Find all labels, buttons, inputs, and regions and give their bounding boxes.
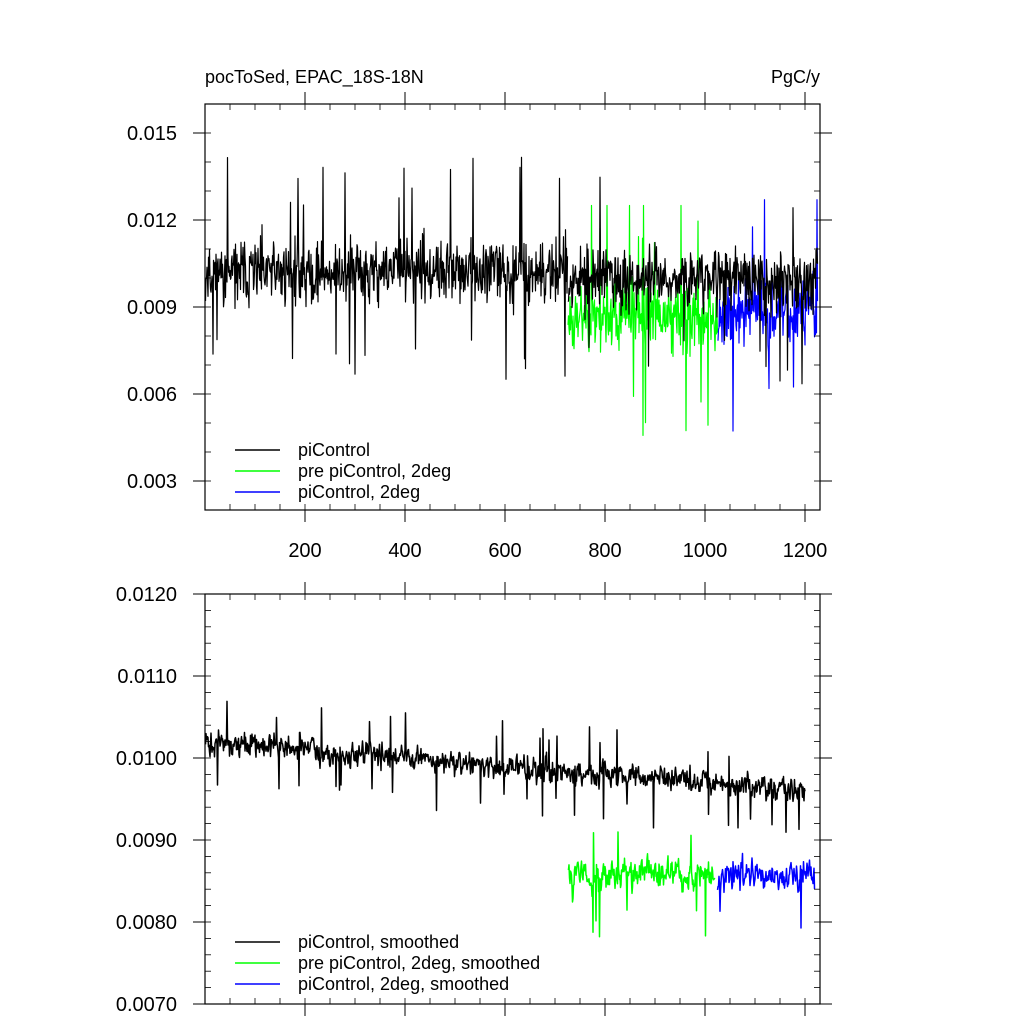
top-title-left: pocToSed, EPAC_18S-18N [205, 67, 424, 88]
bottom-series-line-3 [716, 852, 816, 929]
top-x-tick-label: 400 [388, 540, 421, 562]
top-series-line-4 [567, 176, 819, 385]
top-series-group [204, 156, 819, 436]
bottom-legend-label: pre piControl, 2deg, smoothed [298, 953, 540, 973]
bottom-y-tick-label: 0.0100 [116, 748, 177, 770]
bottom-y-tick-label: 0.0110 [117, 666, 177, 688]
bottom-plot-frame [204, 593, 821, 1005]
top-x-tick-label: 800 [588, 540, 621, 562]
top-x-tick-label: 600 [488, 540, 521, 562]
bottom-y-tick-label: 0.0090 [116, 830, 177, 852]
top-legend-label: piControl, 2deg [298, 482, 420, 502]
panel-bottom: 0.0070 0.0080 0.0090 0.0100 0.0110 0.0120 piC… [116, 582, 832, 1016]
top-series-line-3 [717, 199, 819, 432]
panel-top: pocToSed, EPAC_18S-18N PgC/y 0.0030.0060… [127, 67, 832, 562]
top-title-right: PgC/y [771, 67, 820, 87]
bottom-y-tick-label: 0.0070 [116, 994, 177, 1016]
top-series-line-1 [204, 156, 569, 380]
top-x-tick-label: 1000 [683, 540, 728, 562]
bottom-series-group [204, 700, 816, 938]
top-plot-frame [204, 103, 821, 511]
bottom-legend-label: piControl, smoothed [298, 932, 459, 952]
top-y-tick-label: 0.006 [127, 384, 177, 406]
bottom-y-tick-label: 0.0120 [116, 584, 177, 606]
top-y-tick-label: 0.003 [127, 471, 177, 493]
top-ticks-group: 0.003 0.006 0.009 0.012 0.015 200 400 600 800 100… [127, 92, 832, 562]
top-legend-label: pre piControl, 2deg [298, 461, 451, 481]
bottom-legend-label: piControl, 2deg, smoothed [298, 974, 509, 994]
top-x-tick-label: 1200 [783, 540, 828, 562]
top-series-line-2 [567, 204, 719, 436]
top-legend-label: piControl [298, 440, 370, 460]
top-y-tick-label: 0.009 [127, 297, 177, 319]
top-y-tick-label: 0.012 [127, 210, 177, 232]
bottom-y-tick-label: 0.0080 [116, 912, 177, 934]
bottom-series-line-2 [567, 831, 716, 938]
top-x-tick-label: 200 [288, 540, 321, 562]
bottom-series-line-1 [204, 700, 806, 833]
top-y-tick-label: 0.015 [127, 123, 177, 145]
bottom-ticks-group: 0.0070 0.0080 0.0090 0.0100 0.0110 0.0120 [116, 582, 832, 1016]
